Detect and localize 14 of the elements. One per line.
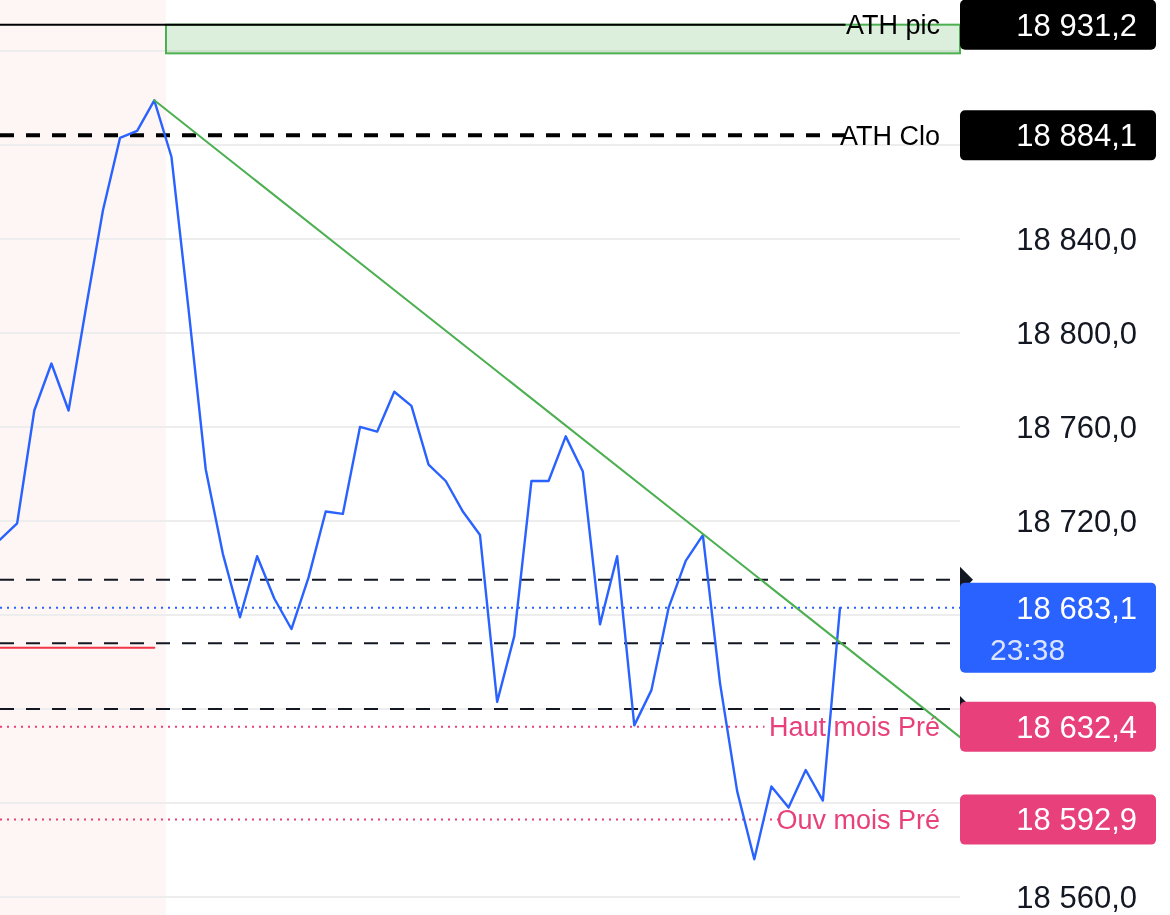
y-tick-label: 18 840,0 [1016, 221, 1137, 257]
text: 18 683,1 [1016, 590, 1137, 626]
text: 18 931,2 [1016, 7, 1137, 43]
text: 18 632,4 [1016, 709, 1137, 745]
ref-line-label: Haut mois Pré [768, 712, 940, 743]
ref-line-label: Ouv mois Pré [776, 805, 940, 836]
y-tick-label: 18 720,0 [1016, 503, 1137, 539]
text: 23:38 [990, 633, 1066, 667]
y-tick-label: 18 760,0 [1016, 409, 1137, 445]
y-tick-label: 18 800,0 [1016, 315, 1137, 351]
text: 18 884,1 [1016, 118, 1137, 154]
ref-line-label: ATH Clo [839, 120, 940, 151]
text: 18 592,9 [1016, 802, 1137, 838]
y-tick-label: 18 560,0 [1016, 879, 1137, 915]
